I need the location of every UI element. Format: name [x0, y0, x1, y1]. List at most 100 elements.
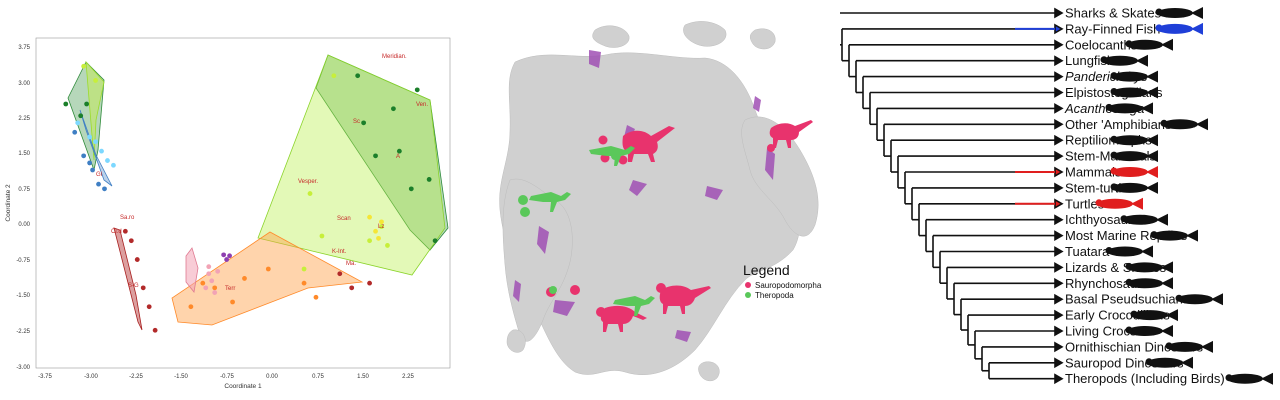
taxon-silhouette-icon [1175, 293, 1223, 306]
point-label: Ven. [416, 102, 428, 108]
taxon-silhouette-icon [1105, 102, 1153, 115]
paleogeographic-map: Legend Sauropodomorpha Theropoda [499, 21, 822, 382]
scatter-point [337, 271, 343, 277]
scatter-point [75, 120, 81, 126]
x-tick-label: 2.25 [402, 374, 414, 380]
branch-tip-arrow [1054, 103, 1064, 114]
branch-tip-arrow [1054, 87, 1064, 98]
scatter-point [355, 73, 361, 79]
outcrop [553, 300, 575, 316]
outcrop [705, 186, 723, 200]
sauropod-silhouette [622, 126, 675, 162]
branch-tip-arrow [1054, 182, 1064, 194]
scatter-point [152, 327, 158, 333]
scatter-point [99, 148, 104, 154]
branch-tip-arrow [1054, 293, 1064, 305]
outcrop [675, 330, 691, 342]
scatter-point [376, 235, 381, 241]
y-tick-label: -2.25 [16, 329, 30, 335]
branch-tip-arrow [1054, 230, 1064, 241]
y-tick-label: 0.00 [18, 222, 30, 228]
scatter-point [87, 160, 93, 166]
branch-tip-arrow [1054, 198, 1064, 210]
taxon-silhouette-icon [1095, 197, 1143, 210]
hull-pink [185, 247, 199, 293]
scatter-point [84, 101, 90, 107]
scatter-point [414, 87, 420, 93]
taxon-silhouette-icon [1145, 356, 1193, 369]
branch-tip-arrow [1054, 325, 1064, 337]
ordination-plot: -3.75 -3.00 -2.25 -1.50 -0.75 0.00 0.75 … [5, 37, 451, 390]
y-tick-label: 0.75 [18, 187, 30, 193]
theropod-silhouette [613, 296, 655, 316]
x-axis-title: Coordinate 1 [224, 383, 262, 390]
branch-tip-arrow [1054, 150, 1064, 162]
taxon-label: Basal Pseudsuchians [1065, 292, 1190, 307]
legend-swatch-sauropodomorpha [745, 282, 751, 288]
y-tick-label: -3.00 [16, 365, 30, 371]
taxon-label: Mammals [1065, 165, 1122, 180]
branch-tip-arrow [1054, 71, 1064, 82]
theropod-silhouette [589, 146, 635, 166]
branch-tip-arrow [1054, 341, 1064, 353]
scatter-points [63, 63, 438, 333]
hull-orange [171, 231, 364, 326]
point-label: Cl.d [111, 229, 122, 235]
x-tick-label: 0.00 [266, 374, 278, 380]
taxon-silhouette-icon [1160, 118, 1208, 131]
point-label: Lz [378, 224, 384, 230]
scatter-point [188, 304, 194, 310]
paleomap-panel: Legend Sauropodomorpha Theropoda [455, 0, 840, 400]
sauropodomorpha-occurrence [618, 155, 628, 165]
legend-swatch-theropoda [745, 292, 751, 298]
scatter-point [209, 278, 215, 284]
scatter-point [87, 134, 93, 140]
theropoda-occurrence [520, 207, 530, 217]
scatter-point [373, 228, 378, 234]
branch-tip-arrow [1054, 373, 1064, 385]
theropoda-occurrence [549, 286, 557, 294]
taxon-label: Other 'Amphibians' [1065, 117, 1174, 132]
scatter-point [379, 219, 384, 225]
taxon-label: Most Marine Reptiles [1065, 228, 1188, 243]
x-tick-label: -3.75 [38, 374, 52, 380]
scatter-point [230, 299, 235, 305]
scatter-point [301, 280, 307, 286]
taxon-label: Ray-Finned Fish [1065, 21, 1160, 36]
scatter-point [391, 106, 396, 112]
taxon-silhouette-icon [1110, 150, 1158, 163]
point-label: Sa.ro [120, 215, 135, 221]
x-tick-label: -3.00 [84, 374, 98, 380]
scatter-point [313, 294, 319, 300]
point-label: Meridian. [382, 54, 407, 60]
scatter-point [307, 191, 313, 196]
scatter-point [93, 78, 98, 83]
taxon-silhouette-icon [1150, 229, 1198, 242]
scatter-point [146, 304, 152, 310]
scatter-point [212, 290, 218, 295]
scatter-point [96, 181, 101, 187]
scatter-point [206, 264, 212, 270]
branch-tip-arrow [1054, 309, 1064, 321]
scatter-point [102, 186, 107, 192]
hull-blue [79, 109, 113, 187]
scatter-point [367, 214, 372, 220]
taxon-silhouette-icon [1125, 38, 1173, 51]
sauropod-silhouette [769, 120, 813, 148]
taxon-silhouette-icon [1105, 245, 1153, 258]
outcrop [765, 148, 775, 180]
sauropodomorpha-occurrence [570, 285, 580, 295]
branch-tip-arrow [1054, 118, 1064, 130]
taxon-silhouettes [1095, 7, 1273, 385]
legend-label: Sauropodomorpha [755, 281, 822, 290]
point-label: Vesper. [298, 179, 318, 185]
point-label: S-G [128, 283, 139, 289]
theropod-silhouette [529, 192, 571, 212]
scatter-point [105, 158, 110, 163]
scatter-point [221, 252, 227, 258]
ordination-plot-panel: -3.75 -3.00 -2.25 -1.50 -0.75 0.00 0.75 … [0, 0, 455, 400]
scatter-point [367, 280, 372, 286]
theropoda-occurrence [518, 195, 528, 205]
taxon-silhouette-icon [1110, 70, 1158, 83]
scatter-point [78, 113, 84, 119]
